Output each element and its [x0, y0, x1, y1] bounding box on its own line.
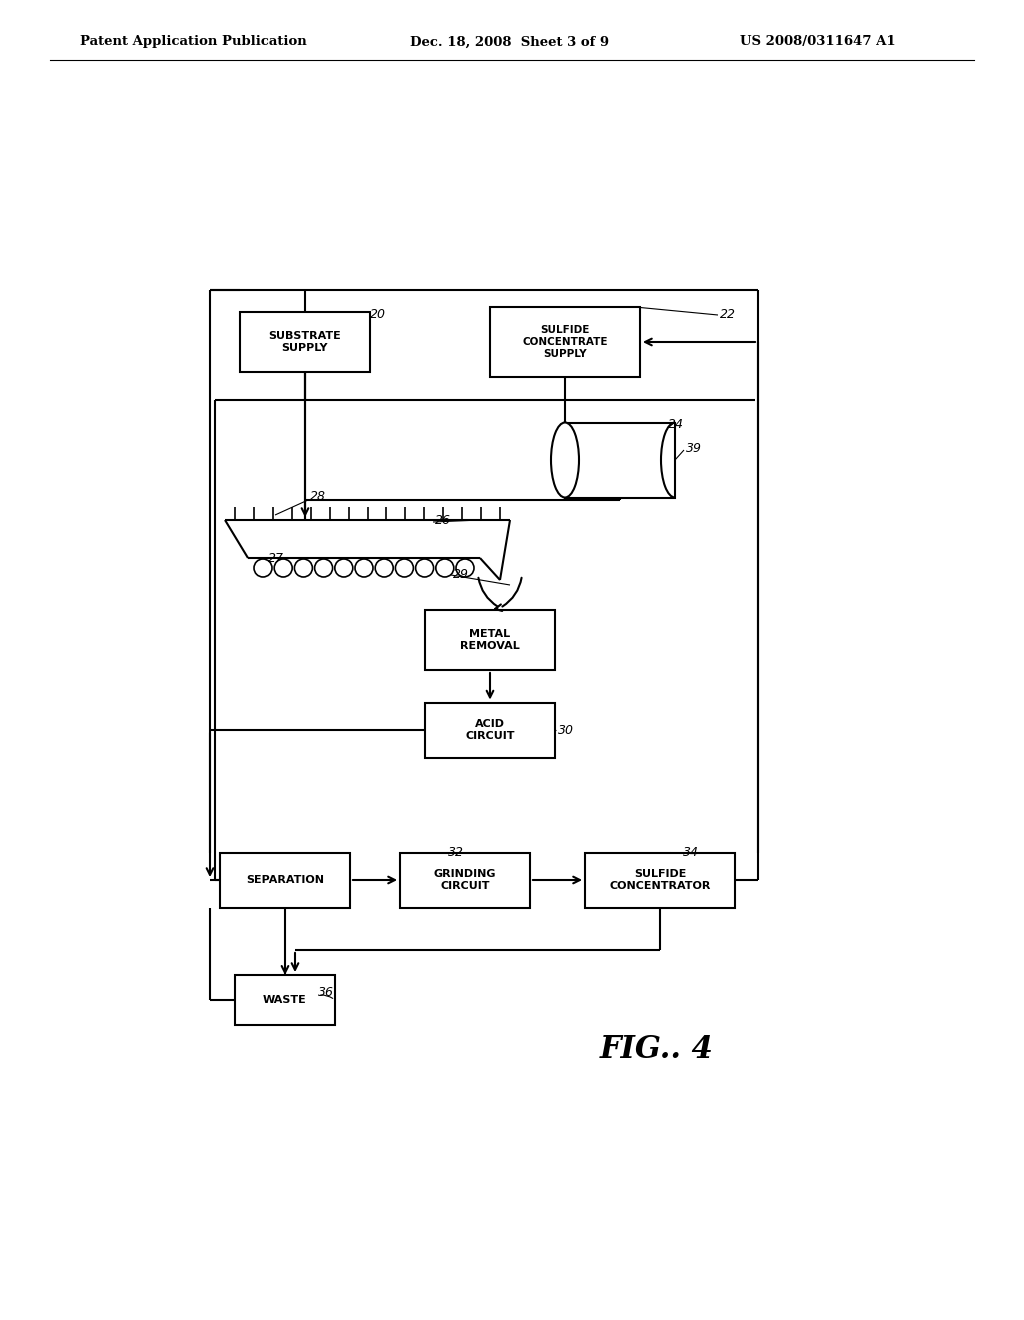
Text: GRINDING
CIRCUIT: GRINDING CIRCUIT [434, 869, 497, 891]
Bar [220, 853, 350, 908]
Text: 26: 26 [435, 513, 451, 527]
Text: METAL
REMOVAL: METAL REMOVAL [460, 630, 520, 651]
Text: FIG.. 4: FIG.. 4 [600, 1035, 714, 1065]
Text: Dec. 18, 2008  Sheet 3 of 9: Dec. 18, 2008 Sheet 3 of 9 [410, 36, 609, 49]
Text: Patent Application Publication: Patent Application Publication [80, 36, 307, 49]
Circle shape [375, 558, 393, 577]
Text: 34: 34 [683, 846, 699, 858]
Text: 39: 39 [686, 441, 702, 454]
Circle shape [395, 558, 414, 577]
Bar [490, 308, 640, 378]
Text: 27: 27 [268, 552, 284, 565]
Text: WASTE: WASTE [263, 995, 307, 1005]
Circle shape [416, 558, 433, 577]
Bar [234, 975, 335, 1026]
Circle shape [314, 558, 333, 577]
Circle shape [355, 558, 373, 577]
Bar [585, 853, 735, 908]
Bar [565, 422, 675, 498]
Text: SULFIDE
CONCENTRATOR: SULFIDE CONCENTRATOR [609, 869, 711, 891]
Circle shape [456, 558, 474, 577]
Text: 22: 22 [720, 309, 736, 322]
Text: ACID
CIRCUIT: ACID CIRCUIT [465, 719, 515, 741]
Circle shape [295, 558, 312, 577]
Text: 28: 28 [310, 491, 326, 503]
Bar [240, 312, 370, 372]
Text: US 2008/0311647 A1: US 2008/0311647 A1 [740, 36, 896, 49]
Circle shape [335, 558, 353, 577]
Bar [400, 853, 530, 908]
Circle shape [274, 558, 292, 577]
Text: 32: 32 [449, 846, 464, 858]
Circle shape [436, 558, 454, 577]
Text: 24: 24 [668, 418, 684, 432]
Text: SEPARATION: SEPARATION [246, 875, 324, 884]
Bar [425, 702, 555, 758]
Circle shape [254, 558, 272, 577]
Bar [425, 610, 555, 671]
Ellipse shape [551, 422, 579, 498]
Text: 36: 36 [318, 986, 334, 998]
Text: 29: 29 [453, 569, 469, 582]
Text: SUBSTRATE
SUPPLY: SUBSTRATE SUPPLY [268, 331, 341, 352]
Text: 20: 20 [370, 309, 386, 322]
Text: 30: 30 [558, 723, 574, 737]
Text: SULFIDE
CONCENTRATE
SUPPLY: SULFIDE CONCENTRATE SUPPLY [522, 326, 608, 359]
